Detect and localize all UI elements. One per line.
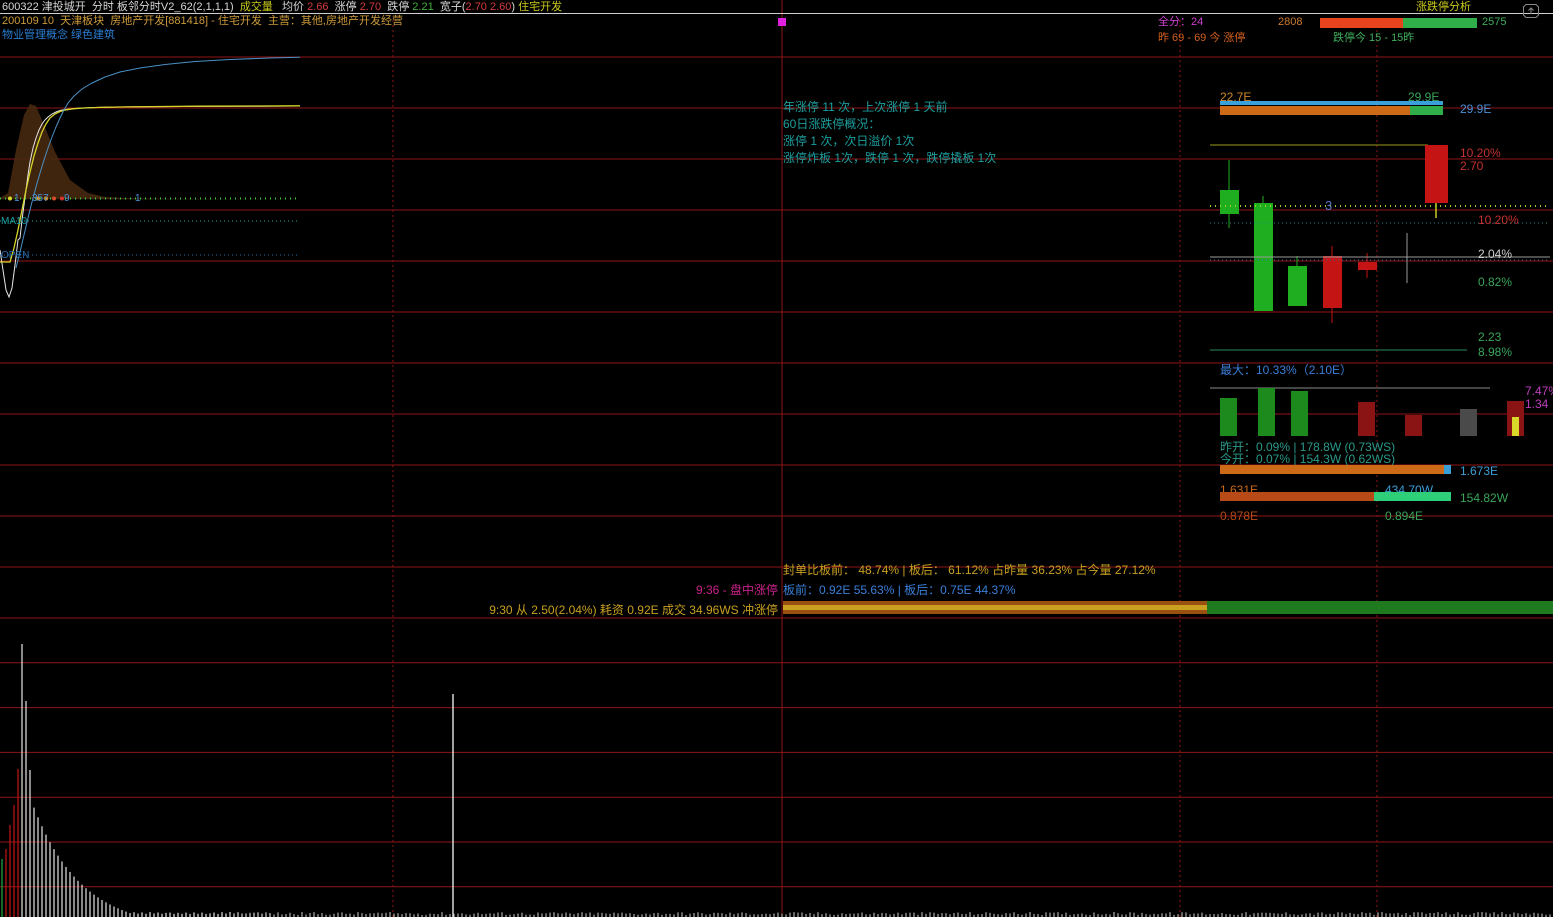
svg-text:3: 3 <box>1325 198 1332 213</box>
